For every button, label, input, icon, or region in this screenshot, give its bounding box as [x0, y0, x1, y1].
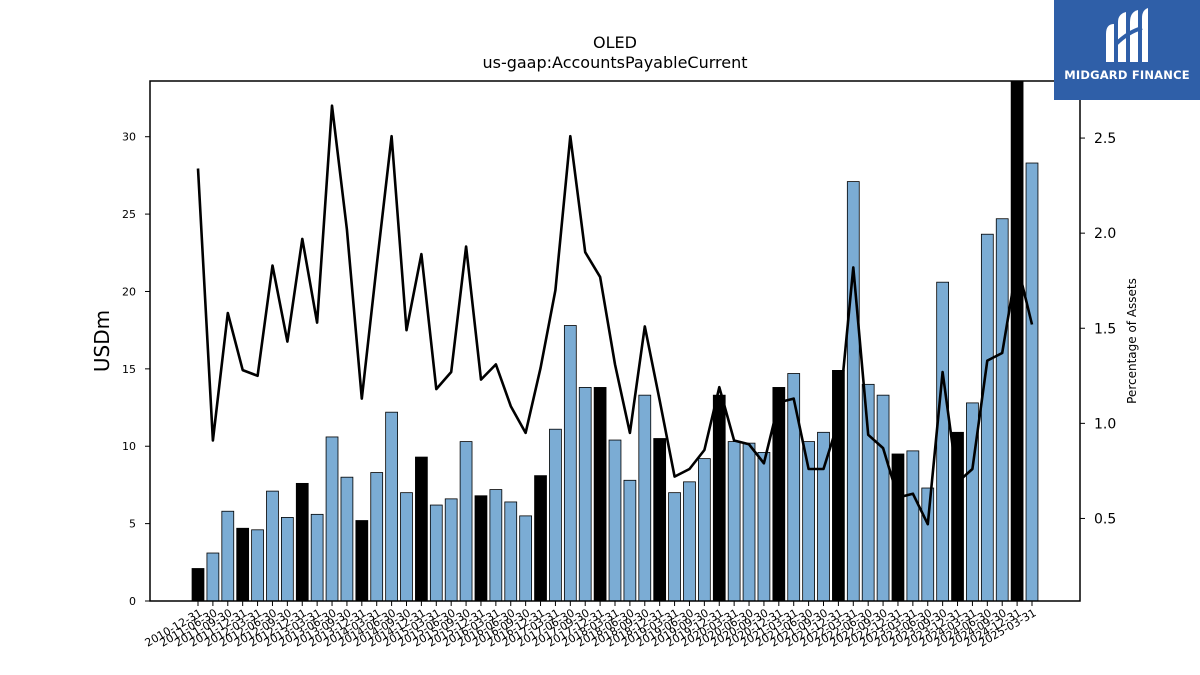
- bar-2017-12-31: [593, 387, 607, 602]
- bar-2016-09-30: [519, 515, 533, 602]
- bar-2015-06-30: [444, 498, 458, 602]
- y2-tick-label: 1.0: [1094, 416, 1116, 432]
- bar-2022-03-31: [846, 181, 860, 602]
- bar-2020-06-30: [742, 442, 756, 602]
- y-tick-label: 5: [129, 518, 136, 531]
- y-axis-right: 0.5 1.0 1.5 2.0 2.5: [1080, 131, 1116, 527]
- bar-2011-12-31: [236, 527, 250, 602]
- bar-2022-09-30: [876, 394, 890, 602]
- bar-2024-09-30: [995, 218, 1009, 602]
- midgard-finance-logo: MIDGARD FINANCE: [1054, 0, 1200, 100]
- y-tick-label: 25: [122, 208, 136, 221]
- y-tick-label: 30: [122, 131, 136, 144]
- bar-2012-12-31: [295, 482, 309, 602]
- bar-2018-09-30: [638, 394, 652, 602]
- y-axis-left: 0 5 10 15 20 25 30: [122, 131, 150, 608]
- percentage-line: [196, 104, 1034, 526]
- bar-2023-06-30: [921, 487, 935, 602]
- bar-2015-09-30: [459, 441, 473, 602]
- bar-2019-12-31: [712, 394, 726, 602]
- y2-tick-label: 2.0: [1094, 226, 1116, 242]
- bar-2024-12-31: [1010, 80, 1024, 602]
- bar-2014-06-30: [385, 411, 398, 602]
- y2-tick-label: 2.5: [1094, 131, 1116, 147]
- bar-2016-03-31: [489, 489, 503, 602]
- y-axis-label: USDm: [90, 310, 114, 372]
- bar-2019-09-30: [698, 458, 711, 602]
- x-axis: 2010-12-312011-06-302011-09-302011-12-31…: [143, 601, 1039, 650]
- bar-2020-09-30: [757, 452, 771, 602]
- bar-2022-12-31: [891, 453, 905, 602]
- bar-2012-03-31: [251, 529, 264, 602]
- bar-2010-12-31: [191, 568, 205, 602]
- bar-2011-09-30: [221, 510, 235, 602]
- bar-series: [191, 80, 1039, 602]
- bar-2017-03-31: [549, 428, 562, 602]
- bar-2012-09-30: [280, 517, 294, 602]
- bar-2011-06-30: [206, 552, 220, 602]
- chart-subtitle: us-gaap:AccountsPayableCurrent: [482, 53, 747, 72]
- bar-2021-03-31: [787, 373, 801, 602]
- bar-2019-03-31: [668, 492, 681, 602]
- bar-2021-12-31: [832, 370, 845, 602]
- bar-2022-06-30: [861, 383, 875, 602]
- bar-2024-06-30: [980, 233, 994, 602]
- y2-tick-label: 0.5: [1094, 511, 1116, 527]
- y2-axis-label: Percentage of Assets: [1125, 278, 1139, 404]
- bar-2014-09-30: [400, 492, 413, 602]
- y2-tick-label: 1.5: [1094, 321, 1116, 337]
- logo-text: MIDGARD FINANCE: [1064, 68, 1190, 82]
- bar-2018-12-31: [653, 438, 667, 602]
- logo-mark-icon: [1106, 8, 1148, 62]
- bar-2012-06-30: [266, 490, 279, 602]
- bar-2013-09-30: [340, 476, 354, 602]
- y-tick-label: 0: [129, 595, 136, 608]
- bar-2023-03-31: [906, 450, 920, 602]
- bar-2015-12-31: [474, 495, 488, 602]
- bar-2013-06-30: [325, 436, 339, 602]
- bar-2025-03-31: [1025, 162, 1039, 602]
- bar-2016-12-31: [534, 475, 547, 602]
- bar-2016-06-30: [504, 501, 518, 602]
- bar-2017-09-30: [578, 387, 592, 602]
- bar-2018-03-31: [608, 439, 622, 602]
- chart-title: OLED: [593, 33, 637, 52]
- y-tick-label: 15: [122, 363, 136, 376]
- bar-2014-12-31: [415, 456, 428, 602]
- y-tick-label: 20: [122, 285, 136, 298]
- bar-2014-03-31: [370, 472, 384, 602]
- bar-2013-03-31: [310, 513, 324, 602]
- bar-2013-12-31: [355, 520, 369, 602]
- y-tick-label: 10: [122, 440, 136, 453]
- bar-2017-06-30: [563, 325, 577, 602]
- bar-2020-03-31: [727, 441, 741, 602]
- bar-2018-06-30: [623, 479, 637, 602]
- bar-2015-03-31: [429, 504, 443, 602]
- bar-2019-06-30: [683, 481, 696, 602]
- bar-2023-09-30: [936, 281, 950, 602]
